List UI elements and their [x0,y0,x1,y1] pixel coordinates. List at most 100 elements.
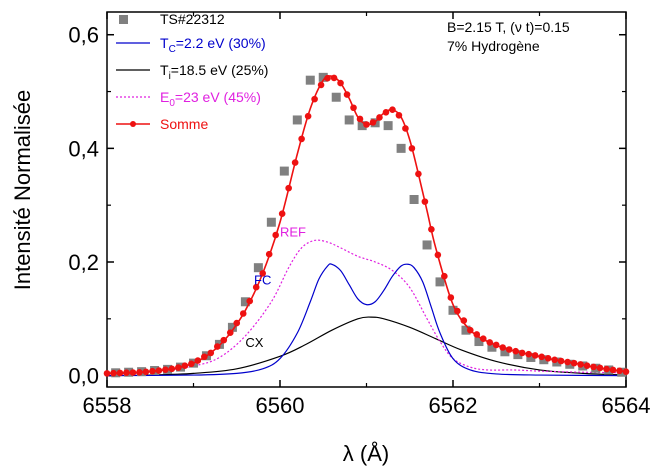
data-point-somme [570,359,578,367]
data-point-somme [110,369,117,377]
data-point-ts-22312 [253,263,263,273]
data-point-somme [622,368,630,375]
data-point-somme [337,79,344,87]
annotation-fc: FC [254,273,271,288]
data-point-somme [194,357,202,364]
data-point-ts-22312 [539,355,549,365]
data-point-somme [129,369,137,376]
data-point-somme [291,159,299,166]
data-point-ts-22312 [383,121,393,131]
data-point-somme [304,112,312,120]
series-line-fc [106,263,627,377]
series-line-cx [106,316,627,377]
data-point-somme [428,226,435,233]
data-point-somme [389,106,396,114]
y-axis-label: Intensité Normalisée [10,90,35,291]
data-point-somme [376,114,383,121]
data-point-somme [149,367,156,375]
legend-ts-label: TS#22312 [160,11,225,27]
data-point-somme [252,283,260,291]
x-tick-label: 6564 [602,393,651,418]
data-point-somme [590,363,597,371]
data-point-somme [246,297,254,305]
y-tick-label: 0,2 [68,250,99,275]
data-point-ts-22312 [357,121,367,131]
data-point-somme [564,358,571,366]
data-point-ts-22312 [318,72,328,82]
data-point-somme [207,349,215,357]
data-point-somme [441,272,448,280]
data-point-somme [486,339,494,346]
data-point-somme [239,310,247,317]
data-point-somme [499,344,507,351]
data-point-ts-22312 [461,325,471,335]
data-point-somme [415,170,422,178]
data-point-somme [324,74,331,82]
data-point-somme [155,367,163,374]
data-point-somme [181,362,189,369]
data-point-ts-22312 [305,75,315,85]
data-point-somme [505,346,513,353]
data-point-somme [434,251,442,259]
data-point-somme [609,366,617,374]
data-point-somme [596,364,604,372]
info-field-param: B=2.15 T, (ν t)=0.15 [447,19,570,35]
data-point-somme [479,335,487,343]
data-point-somme [116,369,124,377]
x-tick-label: 6562 [429,393,478,418]
data-point-ts-22312 [422,240,432,250]
data-point-somme [395,111,403,119]
data-point-somme [259,270,267,277]
data-point-somme [168,365,176,373]
data-point-ts-22312 [292,115,302,125]
data-point-somme [233,319,241,327]
data-point-somme [512,347,520,355]
data-point-ts-22312 [500,347,510,357]
data-point-somme [616,367,623,375]
data-point-ts-22312 [487,342,497,352]
data-point-ts-22312 [435,277,445,287]
data-point-somme [583,362,591,369]
data-point-somme [226,329,234,336]
data-point-somme [473,331,481,338]
data-point-somme [317,81,325,89]
data-point-somme [272,231,279,239]
data-point-somme [330,74,338,82]
x-axis-label: λ (Å) [343,441,389,466]
data-point-somme [603,365,610,373]
data-point-somme [123,369,130,377]
y-tick-label: 0,6 [68,23,99,48]
data-point-somme [213,343,221,350]
legend-fc-label: TC=2.2 eV (30%) [160,35,266,55]
y-tick-label: 0,0 [68,364,99,389]
data-point-somme [531,352,539,359]
data-point-ts-22312 [474,337,484,347]
data-point-somme [188,360,195,368]
x-tick-label: 6558 [83,393,132,418]
data-point-somme [467,326,474,334]
data-point-somme [343,91,351,98]
data-point-somme [402,125,409,132]
data-point-somme [136,368,143,376]
data-point-somme [382,108,390,116]
data-point-somme [369,119,377,126]
data-point-somme [460,317,468,324]
data-point-somme [175,364,182,371]
y-tick-label: 0,4 [68,136,99,161]
data-point-somme [544,355,552,362]
data-point-somme [363,121,370,128]
info-gas-composition: 7% Hydrogène [447,38,540,54]
legend: TS#22312 TC=2.2 eV (30%) Ti=18.5 eV (25%… [116,11,268,132]
data-point-somme [103,370,111,377]
annotation-ref: REF [280,224,306,239]
data-point-somme [162,366,169,373]
data-point-somme [525,350,532,358]
x-tick-label: 6560 [256,393,305,418]
data-point-ts-22312 [513,350,523,360]
data-point-somme [298,135,305,143]
data-point-somme [350,104,357,112]
legend-ts-marker [119,15,128,24]
data-point-ts-22312 [526,352,536,362]
data-point-somme [220,336,228,344]
